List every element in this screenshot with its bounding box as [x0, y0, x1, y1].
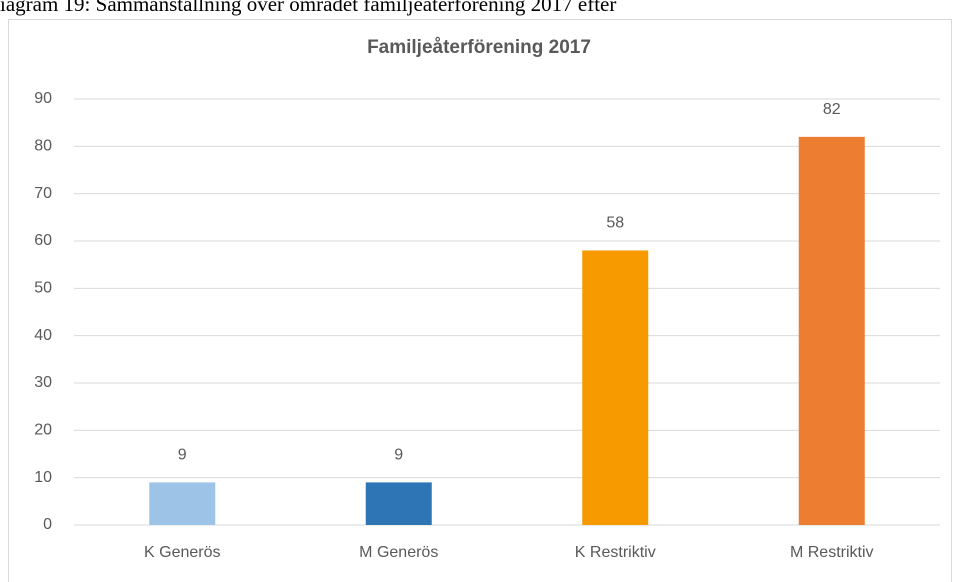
x-tick-label: M Restriktiv [790, 544, 874, 561]
y-tick-label: 50 [34, 280, 52, 297]
data-label: 9 [178, 447, 187, 464]
chart-border [8, 19, 952, 582]
bar [798, 136, 865, 525]
data-label: 82 [823, 101, 841, 118]
bar [582, 250, 649, 525]
data-label: 58 [606, 215, 624, 232]
y-tick-label: 30 [34, 374, 52, 391]
y-tick-label: 60 [34, 232, 52, 249]
y-tick-label: 40 [34, 327, 52, 344]
x-tick-label: M Generös [359, 544, 438, 561]
caption: iagram 19: Sammanställning över området … [0, 0, 616, 16]
y-tick-label: 80 [34, 138, 52, 155]
bar [365, 482, 432, 525]
x-tick-label: K Restriktiv [575, 544, 656, 561]
data-label: 9 [394, 447, 403, 464]
y-tick-label: 20 [34, 422, 52, 439]
chart-title: Familjeåterförening 2017 [367, 37, 591, 58]
y-tick-label: 10 [34, 469, 52, 486]
y-tick-label: 70 [34, 185, 52, 202]
y-tick-label: 90 [34, 90, 52, 107]
x-tick-label: K Generös [144, 544, 220, 561]
bar [149, 482, 216, 525]
y-tick-label: 0 [43, 516, 52, 533]
